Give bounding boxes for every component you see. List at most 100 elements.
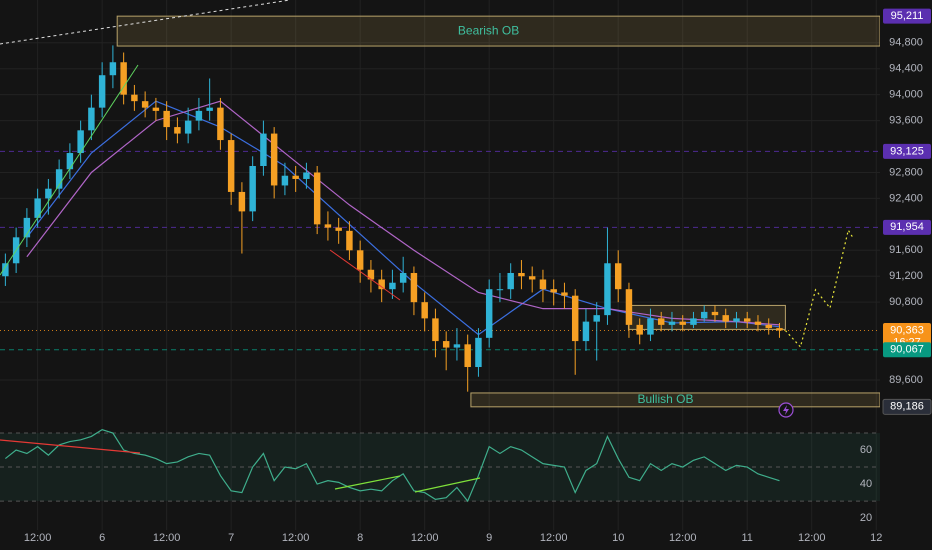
candle-body [303,172,310,179]
candle-body [238,191,246,212]
candle-body [582,321,590,342]
candle-body [346,230,353,251]
x-tick-label: 12:00 [669,532,697,544]
candle-body [184,120,192,134]
candle-body [475,337,482,368]
candle-body [464,344,471,368]
candle-body [518,272,525,277]
rsi-line [5,428,780,503]
y-tick-label: 92,400 [889,192,923,204]
candle-body [743,318,751,322]
rsi-tick-label: 20 [860,512,872,524]
front-layer: 12:00 6 12:00 7 12:00 8 12:00 9 12:00 10 12:00 11 12… [24,0,932,550]
candle-body [249,166,256,212]
candle-body [507,272,514,290]
candle-body [593,315,600,322]
x-tick-label: 12:00 [798,532,826,544]
y-tick-label: 92,800 [889,166,923,178]
candle-body [657,318,665,325]
x-tick-label: 12:00 [282,532,310,544]
candle-body [389,282,396,290]
candle-body [335,227,342,231]
x-tick-label: 7 [228,532,234,544]
candle-body [378,279,385,290]
price-badge-label: 93,125 [890,145,924,157]
x-tick-label: 11 [742,532,753,544]
y-tick-label: 94,800 [889,37,923,49]
x-tick-label: 12:00 [24,532,52,544]
candle-body [625,289,633,325]
candle-body [120,62,127,95]
candle-body [614,263,622,290]
candle-body [679,321,686,325]
price-badge [883,8,931,24]
candle-body [88,107,95,131]
trend-line [0,0,291,45]
candle-body [604,263,611,316]
trend-line [414,477,481,493]
y-tick-label: 94,000 [889,89,923,101]
candle-body [733,318,740,322]
candle-body [23,217,31,238]
candle-body [636,324,643,335]
candle-body [485,289,493,338]
candle-body [539,279,547,290]
candle-body [754,321,762,325]
candle-body [141,101,149,108]
candle-body [442,341,450,348]
x-tick-label: 12:00 [411,532,439,544]
price-badge [883,342,931,358]
candle-body [260,133,267,166]
candle-body [77,130,84,154]
candle-body [421,302,428,319]
price-badge-label: 90,067 [890,344,924,356]
zone-label: Bearish OB [458,23,519,37]
candle-body [2,263,9,277]
trend-line [0,64,139,276]
candle-body [571,295,579,342]
candle-body [496,289,504,291]
candle-body [109,62,117,76]
candle-body [292,175,299,179]
candle-body [227,140,235,192]
candle-body [313,172,321,225]
y-tick-label: 91,600 [889,244,923,256]
x-tick-label: 6 [99,532,105,544]
candle-body [528,276,536,280]
candle-body [765,324,772,329]
price-badge [882,398,932,415]
candle-body [324,224,332,228]
price-badge-label: 90,363 [890,324,924,336]
y-tick-label: 91,200 [889,270,923,282]
candle-body [152,107,160,111]
rsi-tick-label: 60 [860,444,872,456]
candle-body [453,344,461,348]
price-badge [883,143,931,159]
trend-line [329,249,401,301]
candle-body [550,289,557,293]
x-tick-label: 8 [357,532,363,544]
price-badge [883,219,931,235]
y-tick-label: 90,800 [889,296,923,308]
x-tick-label: 12:00 [153,532,181,544]
projection-line [784,228,854,349]
candle-body [174,127,181,134]
candle-body [163,110,170,128]
candle-body [281,175,289,186]
candle-body [690,318,697,325]
candle-body [66,153,74,170]
candle-body [367,269,375,280]
price-badge-label: 89,186 [890,401,924,413]
candle-body [711,311,719,316]
y-tick-label: 94,400 [889,63,923,75]
candle-body [98,75,106,108]
x-tick-label: 12 [870,532,882,544]
candle-body [34,198,41,218]
trend-line [0,439,141,454]
candle-body [356,250,364,270]
candle-body [131,94,138,102]
price-badge-label: 91,954 [890,221,924,233]
candle-body [668,321,676,325]
y-tick-label: 93,600 [889,115,923,127]
